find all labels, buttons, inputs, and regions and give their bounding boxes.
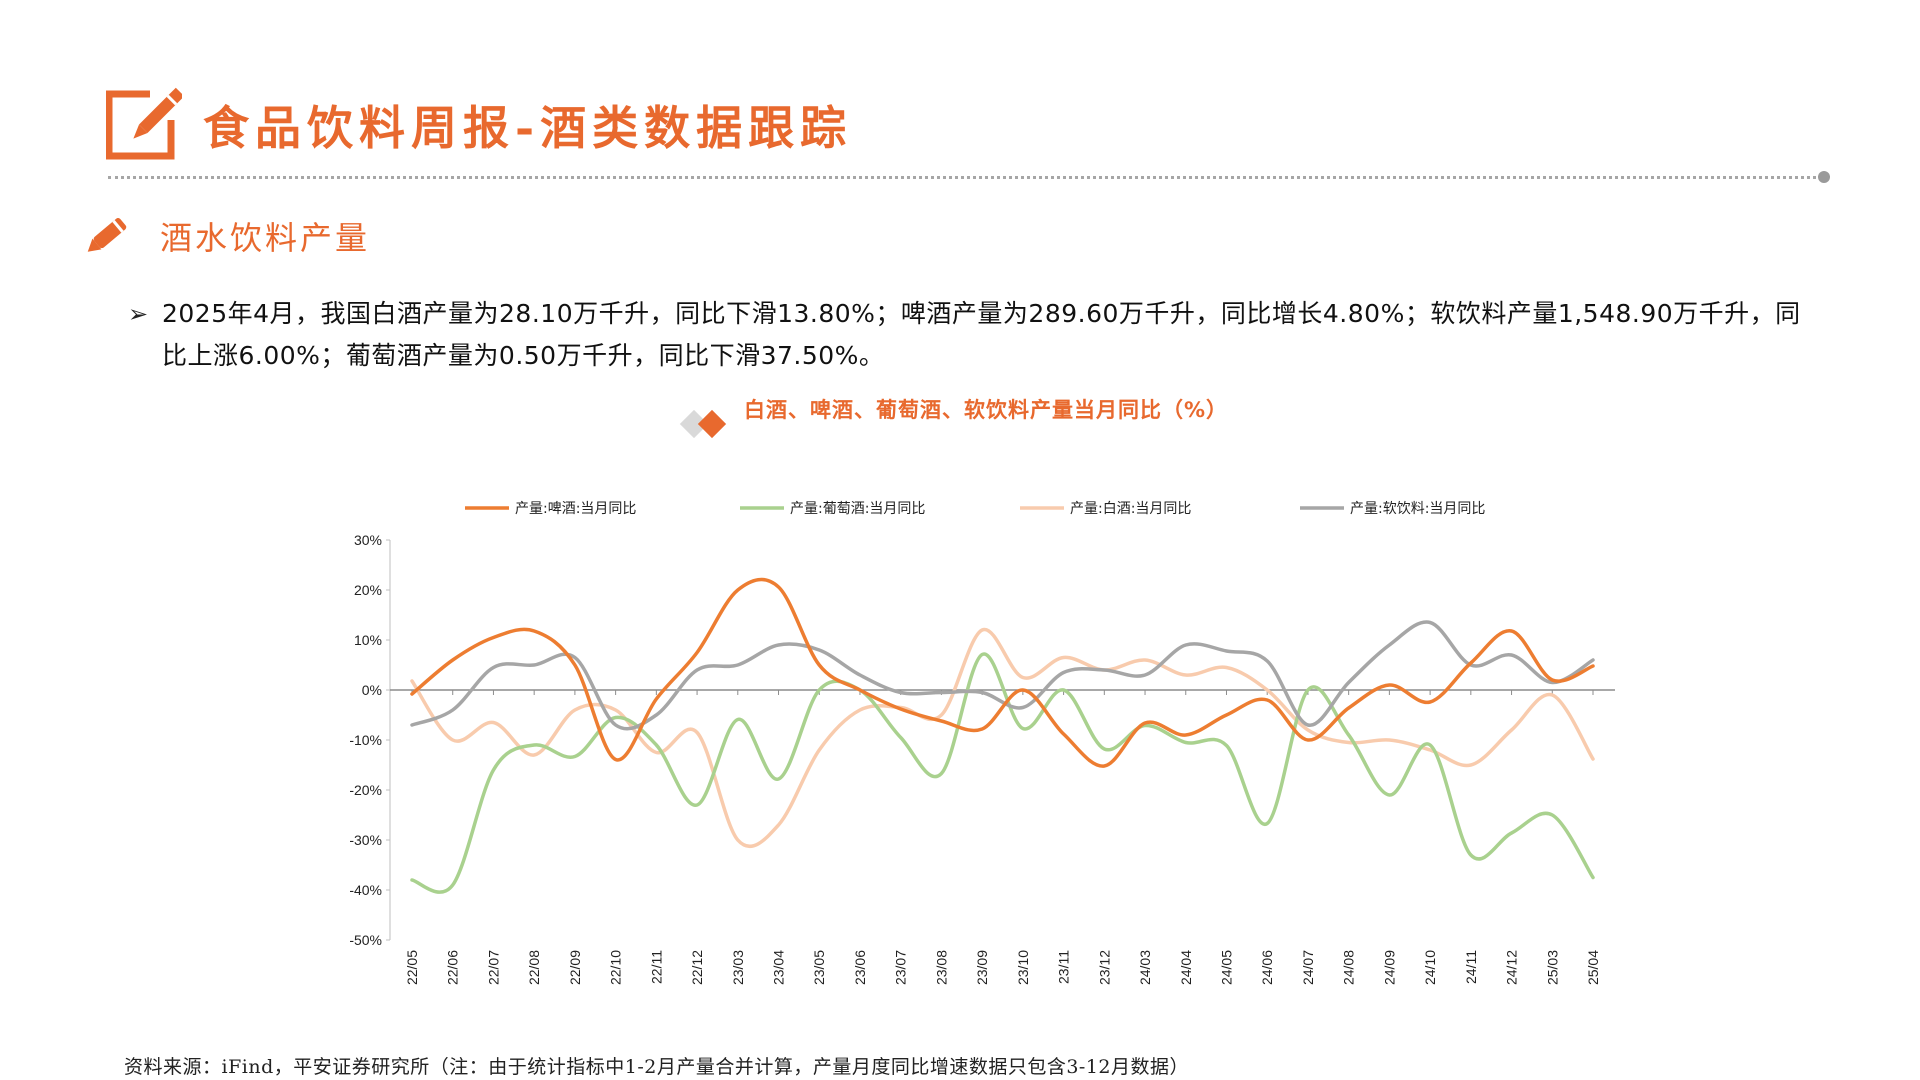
- x-tick-label: 24/07: [1300, 950, 1316, 985]
- x-tick-label: 24/11: [1463, 950, 1479, 984]
- y-tick-label: -30%: [349, 832, 382, 848]
- x-tick-label: 22/06: [445, 950, 461, 985]
- y-tick-label: -10%: [349, 732, 382, 748]
- header-divider: [108, 176, 1823, 179]
- x-tick-label: 23/05: [811, 950, 827, 985]
- x-tick-label: 23/11: [1056, 950, 1072, 984]
- x-tick-label: 22/10: [608, 950, 624, 985]
- x-tick-label: 24/10: [1422, 950, 1438, 985]
- x-tick-label: 22/08: [526, 950, 542, 985]
- x-tick-label: 22/12: [689, 950, 705, 985]
- x-tick-label: 23/03: [730, 950, 746, 985]
- legend-label: 产量:葡萄酒:当月同比: [790, 501, 925, 517]
- x-tick-label: 22/11: [648, 950, 664, 984]
- pen-icon: [87, 218, 127, 252]
- legend-label: 产量:软饮料:当月同比: [1350, 501, 1485, 517]
- x-tick-label: 23/07: [893, 950, 909, 985]
- x-tick-label: 24/04: [1178, 950, 1194, 985]
- series-line-3: [410, 628, 1595, 849]
- page-title: 食品饮料周报-酒类数据跟踪: [203, 101, 853, 155]
- x-tick-label: 23/08: [933, 950, 949, 985]
- x-tick-label: 24/03: [1137, 950, 1153, 985]
- y-tick-label: 30%: [354, 532, 382, 548]
- source-note: 资料来源：iFind，平安证券研究所（注：由于统计指标中1-2月产量合并计算，产…: [124, 1056, 1190, 1078]
- y-tick-label: 10%: [354, 632, 382, 648]
- x-tick-label: 25/04: [1585, 950, 1601, 985]
- section-title: 酒水饮料产量: [160, 219, 371, 257]
- x-tick-label: 25/03: [1544, 950, 1560, 985]
- x-tick-label: 24/12: [1504, 950, 1520, 985]
- report-logo-icon: [106, 86, 182, 160]
- series-line-1: [410, 577, 1595, 768]
- divider-end-dot: [1818, 171, 1830, 183]
- x-tick-label: 24/05: [1218, 950, 1234, 985]
- legend-label: 产量:白酒:当月同比: [1070, 501, 1191, 517]
- x-tick-label: 24/06: [1259, 950, 1275, 985]
- x-tick-label: 24/08: [1341, 950, 1357, 985]
- chart-title: 白酒、啤酒、葡萄酒、软饮料产量当月同比（%）: [744, 398, 1229, 422]
- y-tick-label: -50%: [349, 932, 382, 948]
- yoy-production-line-chart: 30% 20% 10% 0% -10% -20% -30% -40% -50% 22/05 22/0…: [349, 501, 1615, 985]
- series-line-4: [410, 620, 1595, 731]
- series-line-2: [410, 652, 1595, 894]
- x-tick-label: 23/04: [771, 950, 787, 985]
- x-tick-label: 22/05: [404, 950, 420, 985]
- x-tick-label: 22/09: [567, 950, 583, 985]
- y-tick-label: 0%: [362, 682, 382, 698]
- x-tick-label: 23/09: [974, 950, 990, 985]
- y-tick-label: -20%: [349, 782, 382, 798]
- x-tick-label: 23/06: [852, 950, 868, 985]
- x-tick-label: 24/09: [1381, 950, 1397, 985]
- y-tick-label: -40%: [349, 882, 382, 898]
- summary-text: 2025年4月，我国白酒产量为28.10万千升，同比下滑13.80%；啤酒产量为…: [162, 299, 1801, 370]
- diamond-marker-icon: [679, 409, 727, 439]
- bullet-arrow-icon: ➢: [128, 300, 149, 328]
- x-tick-label: 22/07: [485, 950, 501, 985]
- y-tick-label: 20%: [354, 582, 382, 598]
- x-tick-label: 23/10: [1015, 950, 1031, 985]
- legend-label: 产量:啤酒:当月同比: [515, 501, 636, 517]
- x-tick-label: 23/12: [1096, 950, 1112, 985]
